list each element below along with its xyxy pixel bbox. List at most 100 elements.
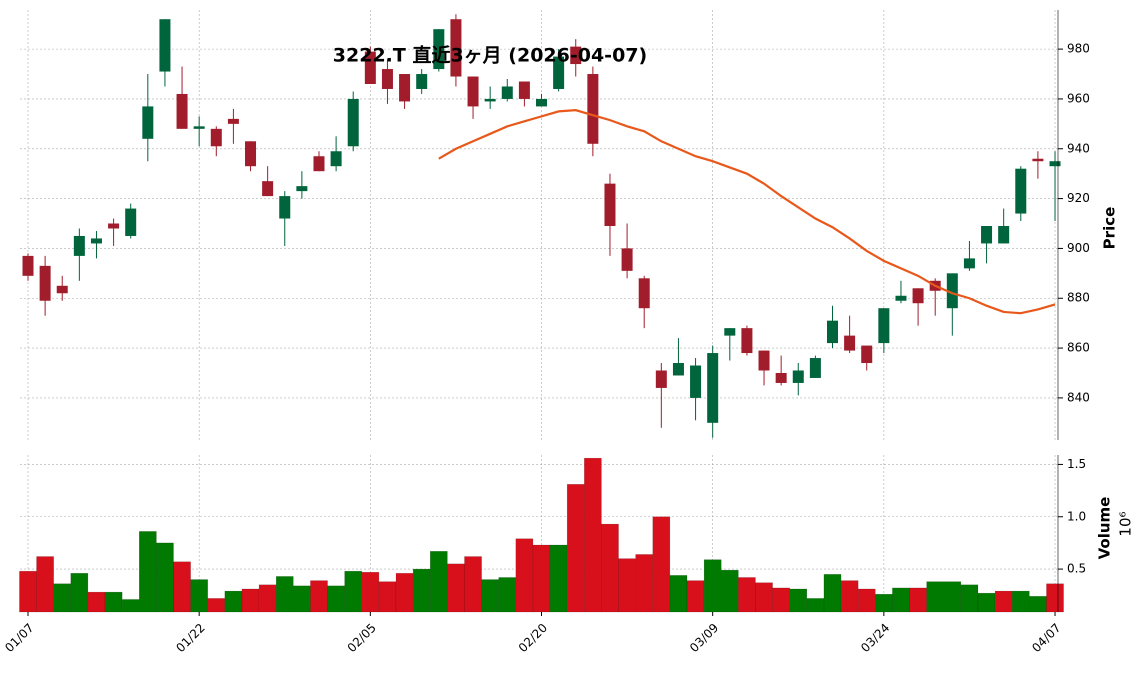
candle-body (210, 128, 222, 147)
candle-body (416, 74, 428, 89)
candle-body (364, 51, 376, 84)
volume-bar (224, 590, 243, 613)
candle-body (570, 46, 582, 65)
volume-bar (412, 568, 431, 613)
candle-body (227, 118, 239, 124)
candle-body (90, 238, 102, 244)
volume-bar (994, 590, 1013, 613)
volume-bar (549, 544, 568, 613)
candle-body (587, 74, 599, 144)
volume-bar (532, 544, 551, 613)
volume-bar (601, 523, 619, 613)
candle-body (844, 335, 856, 351)
candle-body (604, 183, 616, 226)
candle-body (381, 69, 393, 89)
candle-body (296, 186, 308, 192)
volume-bar (293, 585, 311, 613)
y-tick-label: 1.0 (1067, 509, 1086, 523)
x-tick-label: 02/05 (345, 621, 379, 655)
chart-title: 3222.T 直近3ヶ月 (2026-04-07) (333, 44, 647, 67)
volume-bar (156, 542, 174, 613)
candle-body (895, 295, 907, 301)
volume-bar (789, 588, 808, 613)
volume-bar (1011, 590, 1030, 613)
grid (20, 10, 1058, 612)
volume-bar (909, 587, 927, 613)
volume-bar (464, 556, 482, 613)
candle-body (792, 370, 804, 383)
y-tick-label: 860 (1067, 341, 1090, 355)
y-tick-label: 960 (1067, 91, 1090, 105)
candle-body (279, 196, 291, 219)
volume-bar (275, 576, 294, 613)
candle-body (912, 288, 924, 304)
volume-axis-label: Volume (1096, 497, 1114, 560)
candle-body (330, 151, 342, 167)
candle-body (621, 248, 633, 271)
candle-body (484, 98, 496, 102)
candle-body (1032, 158, 1044, 162)
candle-body (724, 328, 736, 336)
candle-body (176, 93, 188, 129)
volume-bar (447, 563, 465, 613)
volume-bar (703, 559, 722, 613)
volume-bar (190, 579, 208, 613)
candle-body (313, 156, 325, 172)
candle-body (690, 365, 702, 398)
candle-body (655, 370, 667, 388)
candle-body (39, 265, 51, 301)
x-tick-label: 02/20 (516, 621, 550, 655)
candle-body (399, 74, 411, 102)
volume-bar (755, 582, 773, 613)
volume-bar (926, 581, 945, 613)
y-tick-label: 900 (1067, 241, 1090, 255)
candle-body (193, 126, 205, 129)
y-tick-label: 940 (1067, 141, 1090, 155)
volume-bar (943, 581, 962, 613)
volume-bar (720, 569, 739, 613)
volume-bar (686, 580, 705, 613)
candle-body (758, 350, 770, 371)
candle-body (1015, 168, 1027, 214)
candle-body (775, 372, 787, 383)
volume-bar (857, 588, 876, 613)
candle-body (467, 76, 479, 107)
candle-body (553, 56, 565, 89)
candle-body (826, 320, 838, 344)
volume-bar (823, 574, 842, 613)
candle-body (1049, 161, 1061, 167)
volume-bar (584, 457, 602, 613)
y-tick-label: 920 (1067, 191, 1090, 205)
volume-bar (241, 588, 260, 613)
volume-bar (1046, 583, 1064, 613)
volume-bar (892, 587, 910, 613)
y-tick-label: 840 (1067, 390, 1090, 404)
candle-body (108, 223, 120, 229)
volume-bar (207, 598, 226, 613)
volume-bar (1029, 596, 1047, 613)
volume-bar (618, 558, 636, 613)
volume-bar (515, 538, 534, 613)
candle-body (125, 208, 137, 236)
volume-bar (327, 585, 345, 613)
volume-bar (498, 577, 517, 613)
volume-bar (258, 584, 277, 613)
candle-body (433, 29, 445, 70)
candle-body (741, 328, 753, 354)
volume-bar (566, 484, 585, 613)
candle-body (638, 278, 650, 309)
x-tick-label: 01/07 (2, 621, 36, 655)
candle-body (707, 353, 719, 423)
candle-body (56, 285, 68, 294)
volume-bar (70, 573, 89, 613)
volume-bar (121, 599, 140, 613)
volume-bar (378, 581, 397, 613)
candle-body (536, 98, 548, 107)
candle-body (245, 141, 257, 167)
volume-bar (806, 598, 825, 613)
candle-body (672, 363, 684, 376)
y-tick-label: 980 (1067, 42, 1090, 56)
x-tick-label: 03/09 (687, 621, 721, 655)
volume-bar (669, 575, 688, 613)
volume-bar (738, 577, 756, 613)
